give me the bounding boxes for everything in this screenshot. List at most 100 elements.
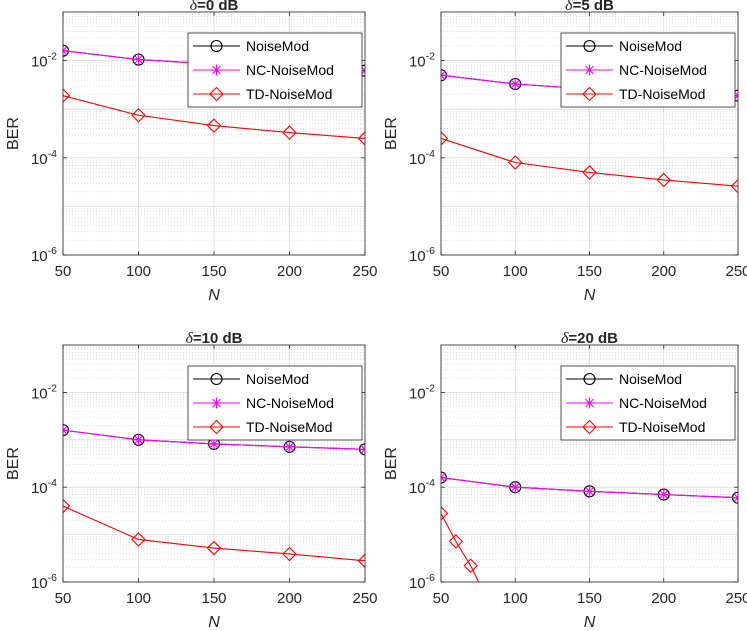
legend-label: TD-NoiseMod <box>246 86 332 102</box>
legend-label: NC-NoiseMod <box>246 395 334 411</box>
legend-marker <box>211 64 222 76</box>
data-point <box>206 118 222 133</box>
x-tick-label: 200 <box>651 263 676 280</box>
x-tick-label: 150 <box>577 263 602 280</box>
series-line <box>441 137 738 187</box>
series-line <box>63 95 365 140</box>
data-point <box>359 443 365 455</box>
y-tick-label: 10-2 <box>409 51 435 71</box>
legend-marker <box>584 397 595 409</box>
legend-label: TD-NoiseMod <box>246 419 332 435</box>
legend: NoiseMod NC-NoiseMod TD-NoiseMod <box>187 365 363 441</box>
legend-label: NoiseMod <box>246 371 309 387</box>
data-point <box>509 78 521 90</box>
subplot-title: δ=20 dB <box>561 330 618 347</box>
data-point <box>658 489 670 501</box>
y-tick-label: 10-4 <box>31 148 57 168</box>
x-tick-label: 250 <box>352 590 377 607</box>
legend-item: TD-NoiseMod <box>566 419 705 435</box>
y-tick-label: 10-6 <box>409 572 435 592</box>
data-point <box>441 472 447 484</box>
data-point <box>284 441 295 453</box>
data-point <box>282 125 297 140</box>
series-NC-NoiseMod <box>441 472 738 504</box>
data-point <box>357 553 365 569</box>
x-axis-label: N <box>208 287 220 304</box>
subplot-2: 50 100 150 200 250 10-6 10-4 10-2 δ=5 dB N BER Nois… <box>383 0 747 304</box>
legend-label: TD-NoiseMod <box>619 419 705 435</box>
y-tick-label: 10-4 <box>409 148 435 168</box>
legend-marker <box>210 39 223 53</box>
y-tick-label: 10-2 <box>31 51 57 71</box>
data-point <box>133 434 144 446</box>
subplot-1: 50 100 150 200 250 10-6 10-4 10-2 δ=0 dB N BER Nois… <box>5 0 378 304</box>
series-TD-NoiseMod <box>441 506 480 582</box>
y-axis-label: BER <box>383 447 400 480</box>
series-TD-NoiseMod <box>441 131 738 194</box>
legend-label: NC-NoiseMod <box>246 62 334 78</box>
data-point <box>63 45 69 57</box>
x-axis-label: N <box>584 614 596 631</box>
legend-marker <box>582 86 597 102</box>
data-point <box>463 558 478 574</box>
data-point <box>441 131 449 146</box>
x-axis-label: N <box>584 287 596 304</box>
data-point <box>448 534 464 549</box>
y-tick-label: 10-4 <box>31 477 57 497</box>
x-tick-label: 250 <box>725 263 747 280</box>
legend-item: NC-NoiseMod <box>193 395 334 411</box>
data-point <box>133 54 144 66</box>
data-point <box>441 69 447 81</box>
legend-item: TD-NoiseMod <box>193 419 332 435</box>
legend-marker <box>583 372 596 386</box>
y-tick-label: 10-2 <box>31 382 57 402</box>
data-point <box>582 165 597 180</box>
legend-item: NoiseMod <box>193 38 309 54</box>
y-axis-label: BER <box>5 447 22 480</box>
subplot-title: δ=10 dB <box>185 330 242 347</box>
data-point <box>131 532 146 547</box>
x-tick-label: 100 <box>126 590 151 607</box>
legend-item: NoiseMod <box>193 371 309 387</box>
x-tick-label: 100 <box>126 263 151 280</box>
x-tick-label: 200 <box>277 263 302 280</box>
legend-marker <box>210 372 223 386</box>
legend: NoiseMod NC-NoiseMod TD-NoiseMod <box>187 32 363 108</box>
data-point <box>730 178 738 194</box>
x-tick-label: 50 <box>55 263 72 280</box>
data-point <box>131 107 146 123</box>
subplot-title: δ=0 dB <box>190 0 239 14</box>
data-point <box>63 88 71 103</box>
x-tick-label: 250 <box>725 590 747 607</box>
legend-label: NoiseMod <box>246 38 309 54</box>
series-TD-NoiseMod <box>63 88 365 146</box>
legend-item: TD-NoiseMod <box>566 86 705 102</box>
y-tick-label: 10-4 <box>409 477 435 497</box>
series-line <box>441 513 480 582</box>
x-tick-label: 100 <box>503 263 528 280</box>
legend-item: NC-NoiseMod <box>566 395 707 411</box>
x-tick-label: 50 <box>433 590 450 607</box>
series-line <box>63 505 365 562</box>
x-tick-label: 250 <box>352 263 377 280</box>
series-NC-NoiseMod <box>63 424 365 455</box>
legend-marker <box>209 419 224 435</box>
data-point <box>509 481 521 493</box>
x-tick-label: 50 <box>55 590 72 607</box>
legend-marker <box>211 397 222 409</box>
legend-label: NC-NoiseMod <box>619 395 707 411</box>
data-point <box>507 155 523 170</box>
data-point <box>208 438 220 450</box>
data-point <box>441 506 449 521</box>
legend-label: NoiseMod <box>619 371 682 387</box>
x-tick-label: 150 <box>201 263 226 280</box>
legend: NoiseMod NC-NoiseMod TD-NoiseMod <box>560 32 736 108</box>
legend-item: NC-NoiseMod <box>566 62 707 78</box>
x-tick-label: 150 <box>577 590 602 607</box>
x-tick-label: 150 <box>201 590 226 607</box>
x-tick-label: 200 <box>277 590 302 607</box>
legend-marker <box>583 39 596 53</box>
subplot-4: 50 100 150 200 250 10-6 10-4 10-2 δ=20 dB N BER Noi… <box>383 330 747 631</box>
legend-item: TD-NoiseMod <box>193 86 332 102</box>
